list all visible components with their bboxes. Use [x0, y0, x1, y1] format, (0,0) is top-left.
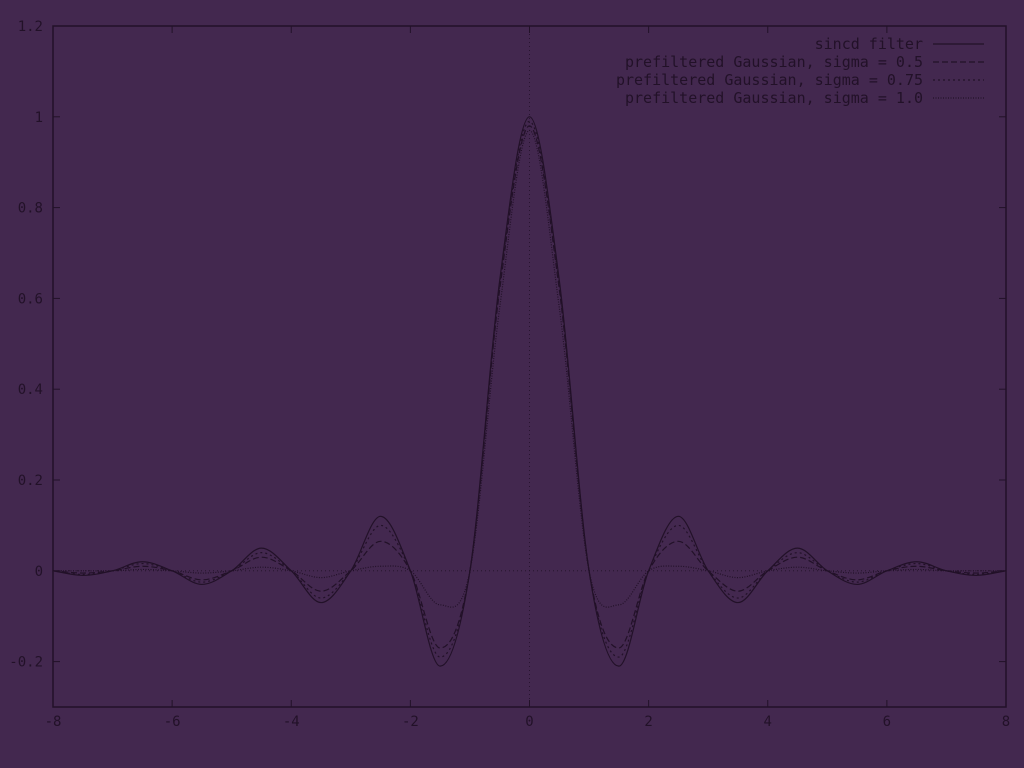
y-tick-label: 0.8	[18, 201, 43, 217]
x-tick-label: -2	[402, 714, 419, 730]
x-tick-label: -4	[283, 714, 300, 730]
y-tick-label: 0.2	[18, 473, 43, 489]
series-line-4	[53, 129, 1006, 608]
x-tick-label: 8	[1002, 714, 1010, 730]
series-line-3	[52, 120, 1007, 658]
y-tick-label: -0.2	[9, 655, 43, 671]
legend-label-2: prefiltered Gaussian, sigma = 0.5	[625, 53, 923, 71]
tick-labels: -8 -6 -4 -2 0 2 4 6 8 -0.2 0 0.2 0.4 0.6 0.8 1 1.2	[9, 19, 1010, 730]
y-tick-label: 0.6	[18, 291, 43, 307]
x-tick-label: -8	[45, 714, 62, 730]
legend-label-1: sincd filter	[815, 35, 923, 53]
x-tick-label: -6	[164, 714, 181, 730]
legend-label-3: prefiltered Gaussian, sigma = 0.75	[616, 71, 923, 89]
x-tick-label: 2	[644, 714, 652, 730]
x-tick-label: 0	[525, 714, 533, 730]
x-tick-label: 4	[764, 714, 772, 730]
series-line-1	[52, 116, 1007, 667]
legend-label-4: prefiltered Gaussian, sigma = 1.0	[625, 89, 923, 107]
y-tick-label: 1.2	[18, 19, 43, 35]
x-tick-label: 6	[883, 714, 891, 730]
series-group	[52, 116, 1007, 667]
y-tick-label: 1	[35, 110, 43, 126]
y-tick-label: 0	[35, 564, 43, 580]
y-tick-label: 0.4	[18, 382, 43, 398]
